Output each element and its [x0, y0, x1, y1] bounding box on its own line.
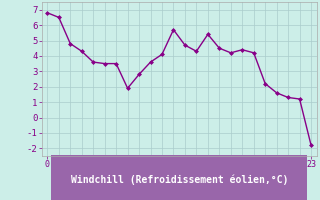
- X-axis label: Windchill (Refroidissement éolien,°C): Windchill (Refroidissement éolien,°C): [70, 175, 288, 185]
